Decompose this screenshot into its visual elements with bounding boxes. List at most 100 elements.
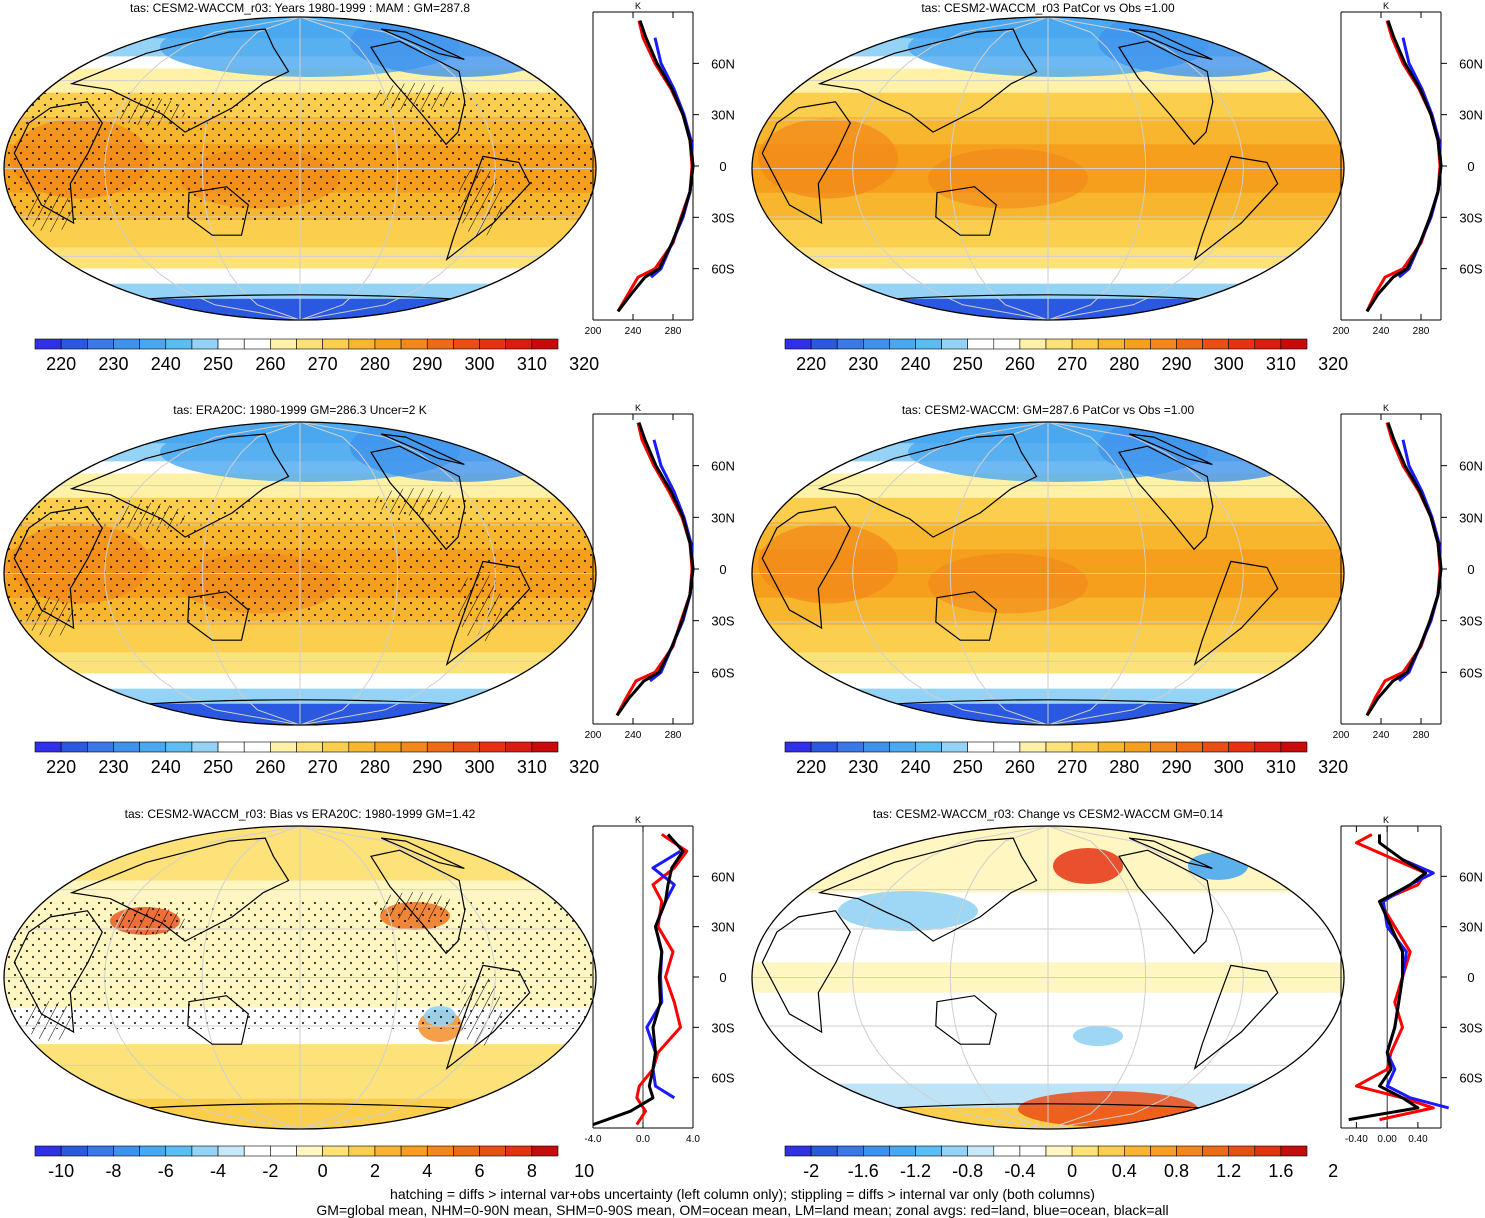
profile-unit-label: K — [635, 1, 641, 11]
colorbar-tick-label: 0 — [1067, 1161, 1077, 1181]
colorbar-tick-label: 300 — [1214, 354, 1244, 374]
profile-lat-label: 30N — [711, 920, 735, 935]
colorbar-tick-label: 280 — [360, 354, 390, 374]
coastline — [1118, 849, 1214, 955]
colorbar-swatch — [453, 741, 480, 753]
profile-unit-label: K — [1383, 403, 1389, 413]
profile-line-all — [1365, 20, 1443, 313]
colorbar-tick-label: 1.2 — [1216, 1161, 1241, 1181]
map-panel-1 — [3, 16, 597, 321]
colorbar-tick-label: 2 — [370, 1161, 380, 1181]
colorbar-tick-label: 250 — [953, 354, 983, 374]
profile-x-label: 0.40 — [1408, 1134, 1428, 1145]
panel-title-4: tas: CESM2-WACCM: GM=287.6 PatCor vs Obs… — [902, 403, 1195, 417]
colorbar-swatch — [915, 741, 942, 753]
colorbar-swatch — [1124, 338, 1151, 350]
colorbar-swatch — [967, 338, 995, 350]
colorbar-swatch — [505, 338, 533, 350]
coastline — [69, 433, 290, 538]
colorbar-tick-label: 300 — [465, 354, 495, 374]
colorbar-tick-label: 230 — [848, 354, 878, 374]
profile-x-label: 240 — [1373, 730, 1390, 741]
colorbar-swatch — [322, 1145, 350, 1157]
colorbar-tick-label: 240 — [900, 757, 930, 777]
map-border — [751, 421, 1345, 726]
hatching — [115, 907, 185, 935]
zonal-profile-5: 60N 30N 0 30S 60S -4.0 0.0 4.0 K — [584, 815, 735, 1145]
panel-title-1: tas: CESM2-WACCM_r03: Years 1980-1999 : … — [130, 1, 470, 15]
colorbar-swatch — [915, 1145, 942, 1157]
profile-line-all — [592, 833, 685, 1127]
colorbar-swatch — [1280, 1145, 1308, 1157]
profile-lat-label: 0 — [1467, 970, 1474, 985]
colorbar-tick-label: 320 — [569, 757, 599, 777]
cold-region — [1073, 1026, 1123, 1046]
profile-lat-label: 60S — [1459, 262, 1482, 277]
longitude-line — [299, 422, 399, 725]
colorbar-swatch — [400, 338, 428, 350]
colorbar-swatch — [862, 741, 890, 753]
colorbar-swatch — [479, 1145, 506, 1157]
colorbar-swatch — [348, 338, 376, 350]
colorbar-tick-label: 260 — [255, 757, 285, 777]
colorbar-swatch — [1019, 338, 1047, 350]
colorbar-tick-label: 220 — [46, 757, 76, 777]
colorbar-tick-label: 230 — [98, 354, 128, 374]
longitude-line — [852, 422, 1049, 725]
panel-title-5: tas: CESM2-WACCM_r03: Bias vs ERA20C: 19… — [125, 807, 476, 821]
profile-lat-label: 30N — [1459, 510, 1483, 525]
colorbar-swatch — [426, 741, 454, 753]
colorbar-swatch — [270, 338, 297, 350]
colorbar-swatch — [836, 741, 864, 753]
colorbar-tick-label: 280 — [1109, 354, 1139, 374]
colorbar-tick-label: 290 — [1161, 354, 1191, 374]
coastline — [1128, 28, 1213, 60]
colorbar-swatch — [1019, 1145, 1047, 1157]
colorbar-tick-label: 300 — [1214, 757, 1244, 777]
profile-lat-label: 30S — [711, 210, 734, 225]
colorbar-tick-label: 290 — [1161, 757, 1191, 777]
colorbar-tick-label: 270 — [1057, 354, 1087, 374]
coastline — [761, 101, 851, 225]
coastline — [13, 101, 103, 225]
profile-x-label: 280 — [1413, 730, 1430, 741]
profile-lat-label: 60N — [1459, 869, 1483, 884]
colorbar-4: 220 230 240 250 260 270 280 290 300 310 320 — [784, 741, 1348, 777]
colorbar-tick-label: 270 — [1057, 757, 1087, 777]
colorbar-swatch — [87, 1145, 114, 1157]
colorbar-tick-label: 220 — [796, 757, 826, 777]
coastline — [817, 433, 1038, 538]
colorbar-swatch — [1280, 338, 1308, 350]
colorbar-swatch — [479, 338, 506, 350]
colorbar-swatch — [34, 741, 62, 753]
colorbar-tick-label: 320 — [569, 354, 599, 374]
profile-lat-label: 30S — [1459, 210, 1482, 225]
colorbar-swatch — [217, 1145, 245, 1157]
profile-unit-label: K — [635, 403, 641, 413]
profile-lat-label: 0 — [1467, 562, 1474, 577]
colorbar-tick-label: 2 — [1328, 1161, 1338, 1181]
hatching — [375, 83, 455, 111]
coastline — [935, 186, 997, 236]
colorbar-swatch — [374, 1145, 402, 1157]
colorbar-tick-label: 270 — [308, 354, 338, 374]
map-panel-5 — [3, 825, 597, 1130]
profile-line-ocean — [1381, 858, 1450, 1110]
coastline — [445, 560, 531, 667]
colorbar-swatch — [322, 338, 350, 350]
colorbar-tick-label: 240 — [151, 757, 181, 777]
profile-x-label: 240 — [625, 326, 642, 337]
colorbar-swatch — [400, 1145, 428, 1157]
colorbar-swatch — [1045, 338, 1073, 350]
colorbar-tick-label: 320 — [1318, 354, 1348, 374]
colorbar-swatch — [1202, 338, 1229, 350]
colorbar-swatch — [1280, 741, 1308, 753]
profile-x-label: 240 — [1373, 326, 1390, 337]
colorbar-swatch — [941, 338, 968, 350]
colorbar-tick-label: 250 — [203, 757, 233, 777]
colorbar-swatch — [810, 1145, 838, 1157]
colorbar-swatch — [941, 1145, 968, 1157]
map-field — [4, 826, 596, 1129]
colorbar-swatch — [967, 1145, 995, 1157]
colorbar-tick-label: 290 — [412, 757, 442, 777]
